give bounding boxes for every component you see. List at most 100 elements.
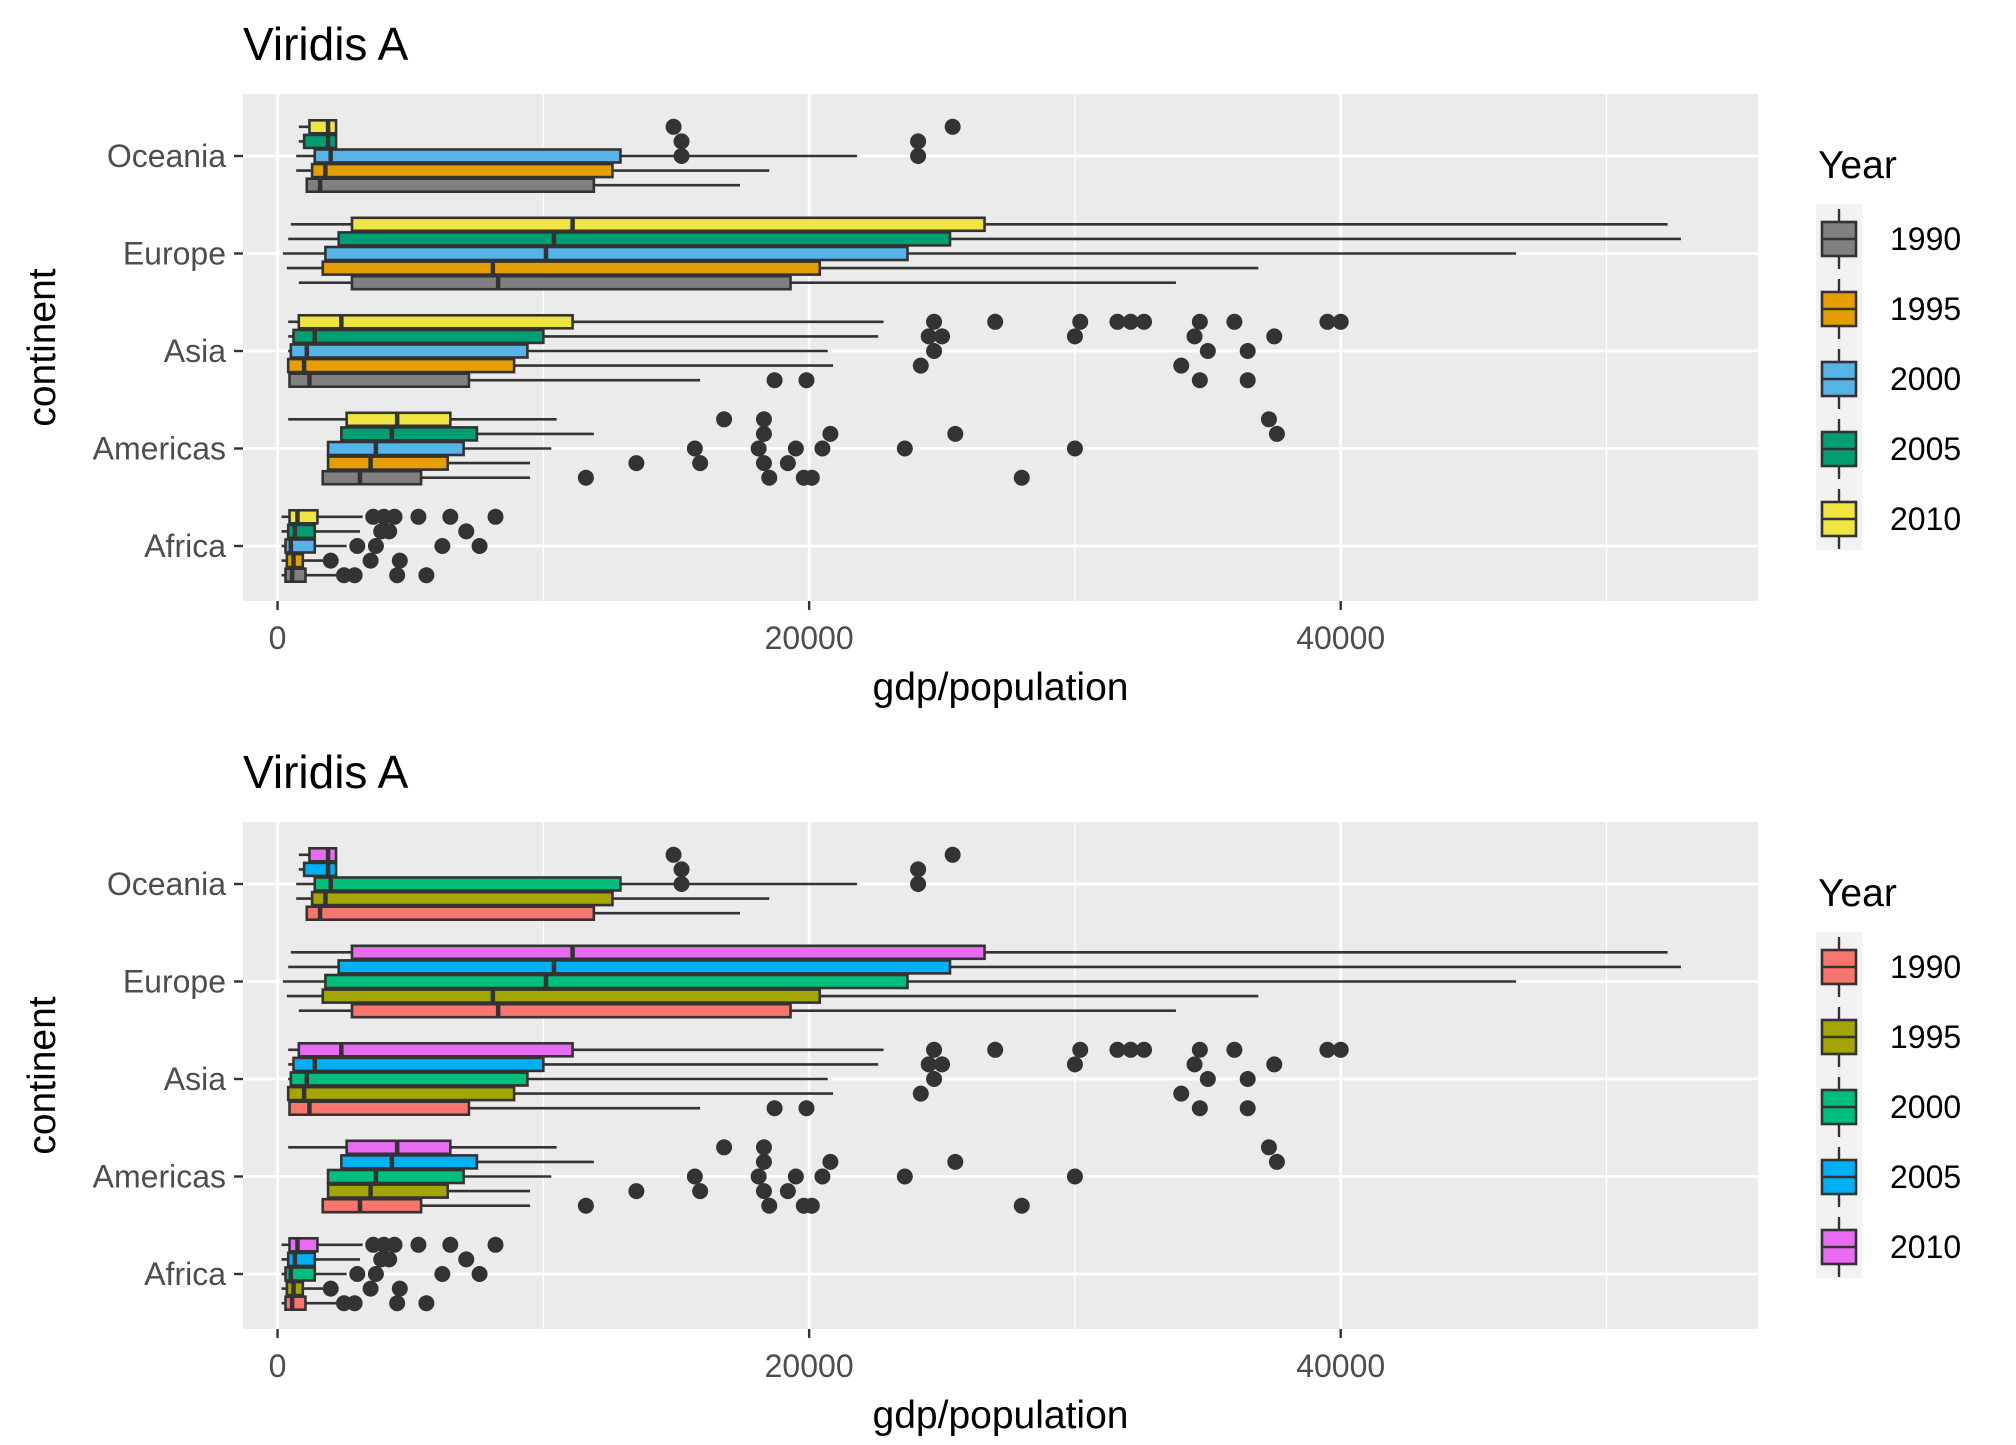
outlier-point — [665, 846, 682, 863]
legend-item-1990: 1990 — [1820, 937, 1961, 997]
box-americas-1990 — [321, 469, 1030, 486]
outlier-point — [1239, 1071, 1256, 1087]
box-iqr — [326, 455, 449, 471]
outlier-point — [349, 1266, 366, 1282]
box-iqr — [321, 1197, 423, 1214]
outlier-point — [346, 1295, 363, 1312]
outlier-point — [1072, 313, 1089, 330]
box-iqr — [340, 1154, 479, 1170]
outlier-point — [934, 1056, 951, 1073]
box-iqr — [313, 148, 622, 164]
box-europe-1990 — [298, 274, 1176, 291]
chart-title: Viridis A — [243, 746, 409, 798]
box-africa-2005 — [281, 1251, 475, 1268]
outlier-point — [1122, 313, 1139, 330]
box-iqr — [297, 1042, 574, 1058]
box-americas-2010 — [288, 1139, 1277, 1156]
box-americas-1995 — [326, 1183, 796, 1200]
outlier-point — [1260, 1139, 1277, 1156]
box-asia-1990 — [288, 372, 1256, 389]
outlier-point — [442, 508, 459, 525]
outlier-point — [934, 328, 951, 345]
legend-item-2005: 2005 — [1820, 419, 1961, 479]
outlier-point — [322, 552, 339, 569]
outlier-point — [814, 440, 831, 457]
outlier-point — [766, 1100, 783, 1117]
box-asia-1995 — [286, 1085, 1190, 1102]
box-asia-2010 — [288, 1041, 1349, 1058]
outlier-point — [1122, 1041, 1139, 1058]
legend-item-1995: 1995 — [1820, 1007, 1961, 1067]
box-oceania-1995 — [296, 162, 770, 179]
outlier-point — [487, 508, 504, 525]
y-tick-label: Oceania — [107, 138, 226, 174]
y-tick-label: Europe — [123, 964, 226, 1000]
outlier-point — [1191, 1041, 1208, 1058]
outlier-point — [673, 148, 690, 164]
x-tick-label: 20000 — [765, 1348, 854, 1384]
box-americas-2000 — [326, 1168, 1083, 1185]
box-iqr — [288, 1100, 471, 1116]
outlier-point — [458, 1251, 475, 1268]
box-americas-1995 — [326, 455, 796, 472]
box-asia-1995 — [286, 357, 1190, 374]
legend-label: 2000 — [1890, 361, 1961, 397]
x-tick-label: 40000 — [1296, 620, 1385, 656]
x-axis-title: gdp/population — [873, 1394, 1129, 1437]
box-oceania-1995 — [296, 890, 770, 907]
outlier-point — [1226, 313, 1243, 330]
outlier-point — [577, 469, 594, 486]
box-americas-1990 — [321, 1197, 1030, 1214]
outlier-point — [910, 148, 927, 164]
box-oceania-2000 — [296, 876, 927, 892]
box-iqr — [337, 231, 952, 247]
box-asia-2000 — [288, 343, 1256, 359]
x-tick-label: 20000 — [765, 620, 854, 656]
outlier-point — [755, 1183, 772, 1200]
outlier-point — [814, 1168, 831, 1185]
outlier-point — [896, 1168, 913, 1185]
outlier-point — [1013, 469, 1030, 486]
outlier-point — [1191, 1100, 1208, 1117]
box-africa-1995 — [281, 552, 408, 569]
outlier-point — [322, 1280, 339, 1297]
outlier-point — [1239, 372, 1256, 389]
outlier-point — [1136, 313, 1153, 330]
outlier-point — [1319, 1041, 1336, 1058]
outlier-point — [381, 523, 398, 540]
outlier-point — [1260, 411, 1277, 428]
box-iqr — [337, 959, 952, 975]
outlier-point — [1199, 343, 1216, 359]
legend: Year 1990 1995 2000 2005 2010 — [1816, 872, 1961, 1278]
outlier-point — [442, 1236, 459, 1253]
outlier-point — [389, 1295, 406, 1312]
box-asia-2005 — [288, 328, 1283, 345]
box-africa-2010 — [281, 508, 504, 525]
outlier-point — [628, 455, 645, 472]
outlier-point — [1066, 328, 1083, 345]
outlier-point — [1239, 343, 1256, 359]
legend: Year 1990 1995 2000 2005 2010 — [1816, 144, 1961, 550]
box-asia-2010 — [288, 313, 1349, 330]
outlier-point — [418, 567, 435, 584]
legend-item-2005: 2005 — [1820, 1147, 1961, 1207]
outlier-point — [755, 455, 772, 472]
box-iqr — [326, 1183, 449, 1199]
series-1990 — [281, 905, 1256, 1312]
outlier-point — [803, 1197, 820, 1214]
box-iqr — [308, 119, 338, 135]
outlier-point — [1072, 1041, 1089, 1058]
outlier-point — [987, 1041, 1004, 1058]
outlier-point — [577, 1197, 594, 1214]
series-1995 — [281, 162, 1259, 569]
outlier-point — [944, 118, 961, 135]
legend-label: 1990 — [1890, 949, 1961, 985]
box-iqr — [286, 1251, 317, 1268]
box-africa-2000 — [281, 1266, 488, 1282]
box-africa-2010 — [281, 1236, 504, 1253]
outlier-point — [1173, 1085, 1190, 1102]
x-axis-title: gdp/population — [873, 666, 1129, 709]
box-iqr — [324, 973, 909, 990]
outlier-point — [1191, 372, 1208, 389]
box-iqr — [310, 890, 614, 907]
